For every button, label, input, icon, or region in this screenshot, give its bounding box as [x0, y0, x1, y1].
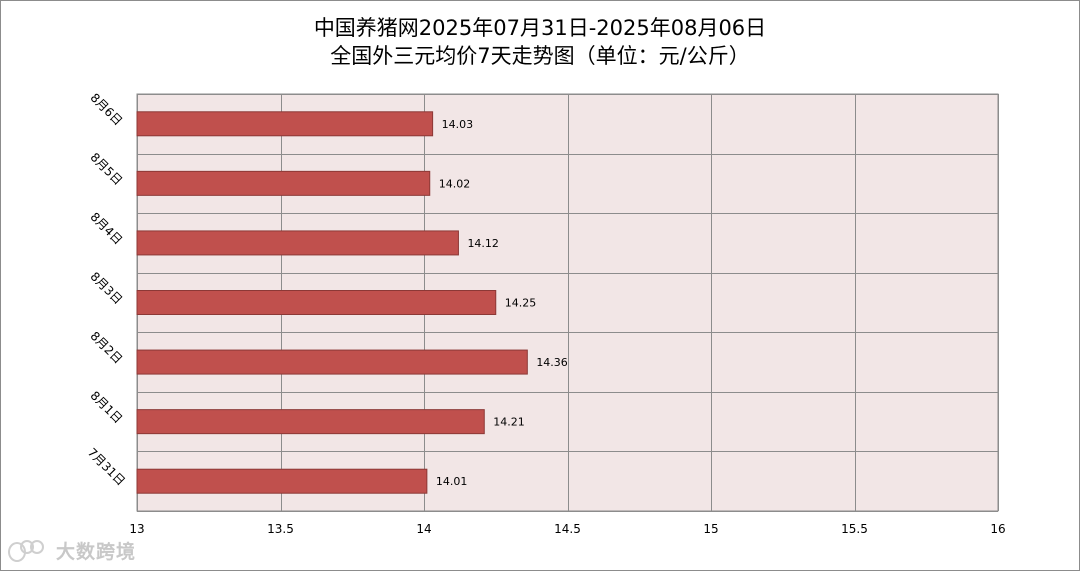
x-tick-label: 15 [703, 522, 718, 536]
category-label: 8月1日 [88, 388, 126, 426]
bar [136, 230, 459, 256]
bar [136, 468, 428, 494]
category-label: 8月2日 [88, 329, 126, 367]
data-label: 14.02 [439, 177, 471, 190]
category-label: 8月3日 [88, 269, 126, 307]
bar [136, 409, 485, 435]
x-tick-label: 14.5 [554, 522, 581, 536]
category-label: 8月4日 [88, 210, 126, 248]
watermark: 大数跨境 [8, 537, 136, 564]
bar [136, 170, 431, 196]
bar [136, 349, 528, 375]
category-label: 8月6日 [88, 91, 126, 129]
x-tick-label: 13.5 [267, 522, 294, 536]
x-tick-label: 14 [416, 522, 431, 536]
watermark-text: 大数跨境 [56, 541, 137, 563]
x-tick-label: 15.5 [841, 522, 868, 536]
bar [136, 290, 497, 315]
data-label: 14.01 [436, 475, 468, 488]
data-label: 14.36 [536, 356, 568, 369]
logo-circles-icon [8, 539, 52, 562]
chart-title: 中国养猪网2025年07月31日-2025年08月06日 [313, 16, 767, 40]
category-label: 7月31日 [85, 445, 128, 488]
data-label: 14.25 [505, 297, 537, 310]
x-tick-label: 16 [990, 522, 1005, 536]
data-label: 14.12 [467, 237, 499, 250]
chart-subtitle: 全国外三元均价7天走势图（单位：元/公斤） [330, 44, 750, 68]
data-label: 14.03 [442, 118, 474, 131]
category-label: 8月5日 [88, 150, 126, 188]
x-tick-label: 13 [129, 522, 144, 536]
data-label: 14.21 [493, 416, 525, 429]
bar [136, 111, 434, 137]
chart-title-block: 中国养猪网2025年07月31日-2025年08月06日 全国外三元均价7天走势… [0, 14, 1080, 70]
